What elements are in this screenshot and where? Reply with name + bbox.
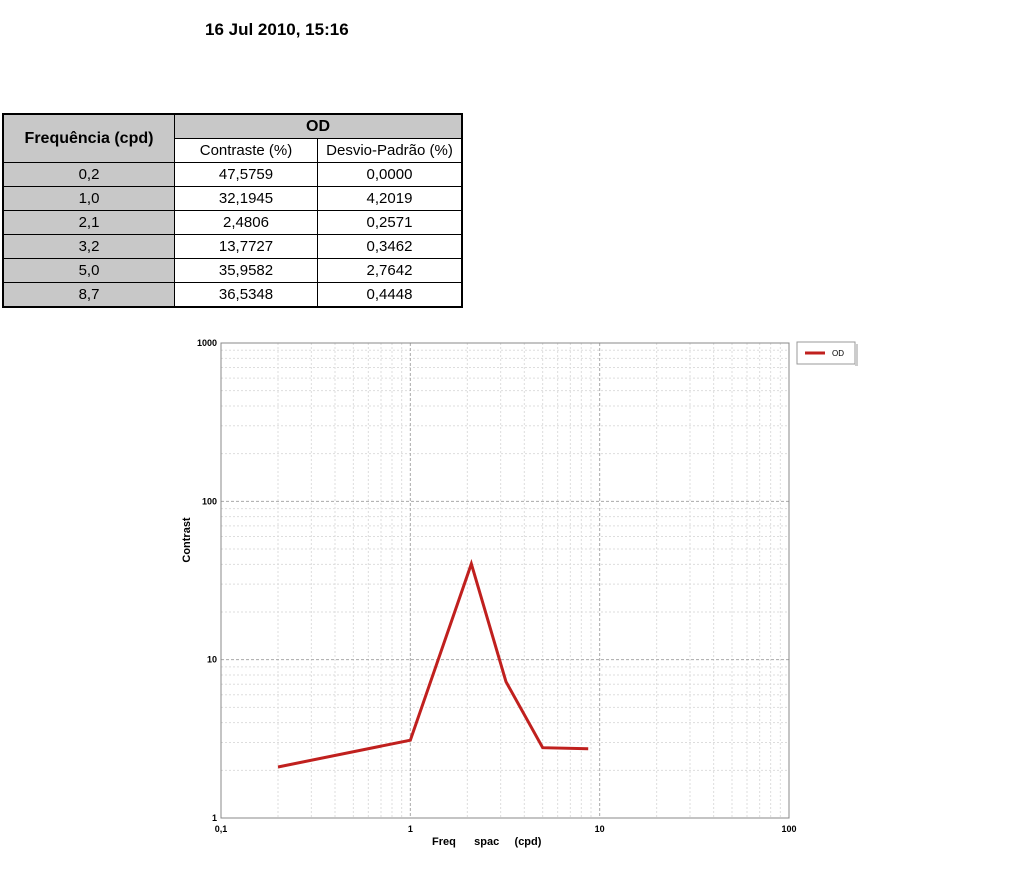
legend-label: OD [832, 349, 844, 358]
column-header: Desvio-Padrão (%) [317, 138, 463, 163]
table-cell: 36,5348 [174, 282, 318, 308]
x-tick-label: 1 [408, 824, 413, 834]
table-row: 5,0 35,9582 2,7642 [2, 258, 463, 283]
y-tick-label: 1 [212, 813, 217, 823]
table-cell: 2,1 [2, 210, 175, 235]
table-cell: 5,0 [2, 258, 175, 283]
plot-frame [220, 342, 790, 819]
table-cell: 47,5759 [174, 162, 318, 187]
data-line [277, 558, 589, 769]
table-cell: 8,7 [2, 282, 175, 308]
column-header: Frequência (cpd) [2, 113, 175, 163]
table-cell: 0,2571 [317, 210, 463, 235]
legend-shadow [855, 344, 858, 366]
table-cell: 13,7727 [174, 234, 318, 259]
y-tick-label: 100 [202, 496, 217, 506]
x-tick-label: 100 [781, 824, 796, 834]
table-row: 0,2 47,5759 0,0000 [2, 162, 463, 187]
table-row: 3,2 13,7727 0,3462 [2, 234, 463, 259]
table-row: 1,0 32,1945 4,2019 [2, 186, 463, 211]
x-axis-label: Freq spac (cpd) [432, 836, 542, 848]
x-tick-label: 0,1 [215, 824, 228, 834]
table-cell: 2,4806 [174, 210, 318, 235]
data-table: Frequência (cpd) OD Contraste (%) Desvio… [2, 113, 463, 308]
timestamp: 16 Jul 2010, 15:16 [205, 20, 349, 39]
table-cell: 3,2 [2, 234, 175, 259]
table-cell: 0,0000 [317, 162, 463, 187]
y-tick-label: 10 [207, 655, 217, 665]
table-cell: 0,4448 [317, 282, 463, 308]
table-cell: 4,2019 [317, 186, 463, 211]
table-cell: 2,7642 [317, 258, 463, 283]
y-axis-label: Contrast [181, 517, 193, 563]
table-cell: 35,9582 [174, 258, 318, 283]
table-row: 2,1 2,4806 0,2571 [2, 210, 463, 235]
y-tick-label: 1000 [197, 338, 217, 348]
group-header: OD [174, 113, 463, 139]
table-row: 8,7 36,5348 0,4448 [2, 282, 463, 308]
table-cell: 1,0 [2, 186, 175, 211]
table-cell: 0,2 [2, 162, 175, 187]
x-tick-label: 10 [595, 824, 605, 834]
table-cell: 32,1945 [174, 186, 318, 211]
